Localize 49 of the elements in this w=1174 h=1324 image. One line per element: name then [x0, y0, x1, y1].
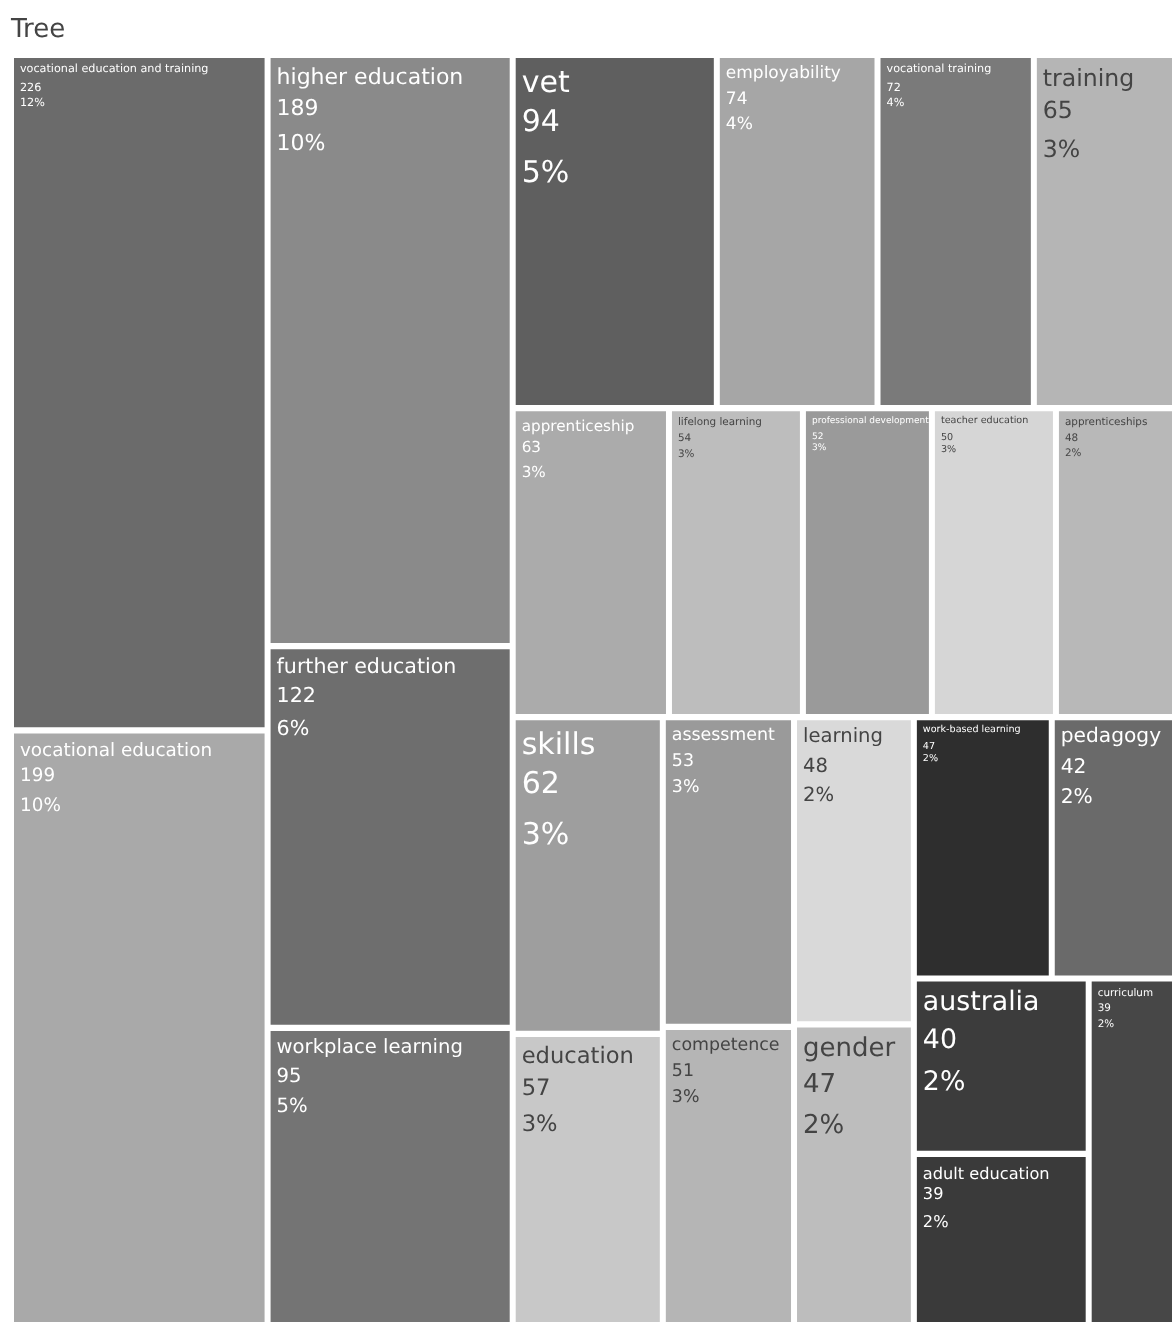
category-label: employability [725, 64, 841, 85]
text: 4% [725, 114, 753, 135]
text: 2% [803, 1111, 845, 1142]
category-label: learning [803, 726, 883, 749]
category-label: vet [521, 64, 570, 101]
text: 3% [671, 778, 700, 799]
text: 2% [922, 1211, 949, 1232]
data-label: 74 [725, 89, 748, 110]
text: 3% [671, 1088, 700, 1109]
data-label: 94 [521, 103, 560, 140]
category-label: workplace learning [276, 1037, 463, 1060]
data-label: 53 [671, 752, 694, 773]
text: 2% [1060, 786, 1093, 809]
text: 10% [20, 794, 61, 817]
text: 3% [521, 1110, 558, 1137]
data-label: 189 [276, 95, 319, 122]
category-label: competence [671, 1036, 780, 1057]
category-label: gender [803, 1033, 897, 1064]
text: Tree [9, 15, 66, 45]
text: 3% [521, 816, 570, 853]
data-label: 57 [521, 1074, 551, 1101]
data-label: 65 [1042, 95, 1073, 124]
data-label: 47 [803, 1070, 837, 1101]
category-label: training [1042, 64, 1135, 93]
category-label: education [521, 1043, 634, 1070]
text: 3% [1042, 135, 1081, 164]
category-label: pedagogy [1060, 726, 1162, 749]
data-label: 62 [521, 765, 560, 802]
text: 6% [276, 717, 310, 742]
data-label: 48 [803, 755, 828, 778]
category-label: skills [521, 726, 596, 763]
category-label: assessment [671, 726, 776, 747]
category-label: australia [922, 987, 1040, 1018]
text: 10% [276, 130, 326, 156]
data-label: 51 [671, 1062, 694, 1083]
data-label: 95 [276, 1066, 302, 1089]
category-label: vocational education [20, 739, 213, 762]
data-label: 199 [20, 765, 56, 788]
category-label: adult education [922, 1163, 1050, 1184]
text: 2% [922, 1068, 966, 1099]
text: 5% [276, 1095, 308, 1118]
category-label: higher education [276, 64, 464, 91]
data-label: 122 [276, 684, 316, 709]
text: 2% [803, 784, 835, 807]
data-label: 39 [922, 1183, 944, 1204]
data-label: 40 [922, 1025, 957, 1056]
text: 5% [521, 153, 570, 190]
data-label: 42 [1060, 756, 1087, 779]
category-label: further education [276, 655, 457, 680]
